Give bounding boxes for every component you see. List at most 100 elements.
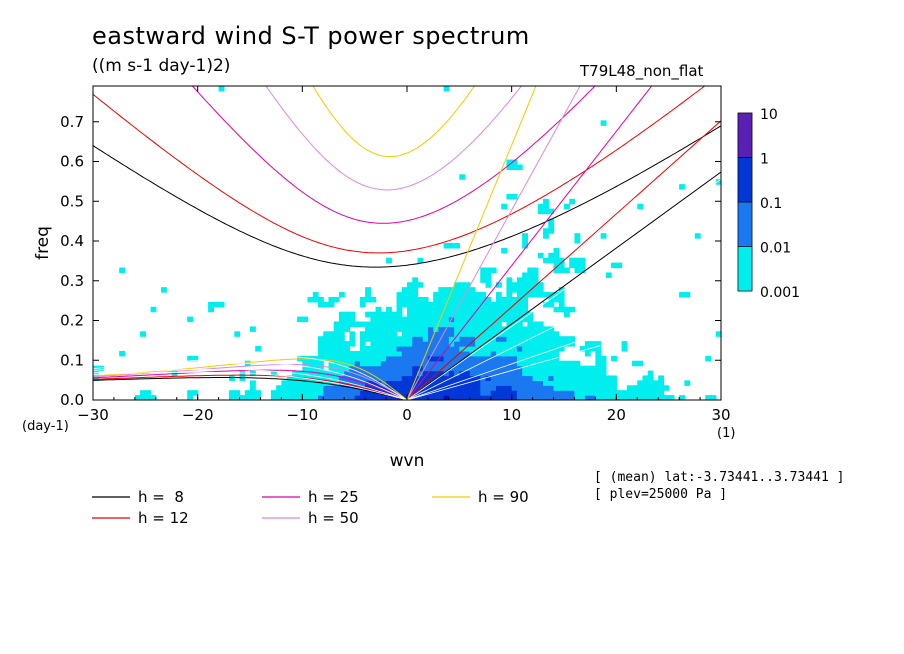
spectrum-cell xyxy=(370,311,377,318)
spectrum-cell xyxy=(522,341,528,347)
spectrum-cell xyxy=(469,296,476,303)
y-unit-label: (day-1) xyxy=(22,419,69,434)
spectrum-cell xyxy=(119,350,125,357)
spectrum-cell xyxy=(480,272,487,278)
spectrum-cell xyxy=(370,316,377,323)
spectrum-cell xyxy=(354,365,361,372)
spectrum-cell xyxy=(422,375,429,381)
spectrum-cell xyxy=(558,257,565,264)
spectrum-cell xyxy=(516,282,523,288)
spectrum-cell xyxy=(553,257,560,264)
kelvin-line-h50 xyxy=(406,86,581,400)
spectrum-cell xyxy=(438,301,445,308)
spectrum-cell xyxy=(391,316,398,323)
spectrum-cell xyxy=(454,311,460,318)
y-tick-label: 0.6 xyxy=(60,153,84,171)
kelvin-white-line-h50 xyxy=(406,178,721,400)
spectrum-cell xyxy=(438,321,445,328)
spectrum-cell xyxy=(333,390,340,396)
spectrum-cell xyxy=(370,360,377,367)
spectrum-cell xyxy=(412,331,419,337)
spectrum-cell xyxy=(569,375,576,381)
spectrum-cell xyxy=(407,301,413,308)
spectrum-cell xyxy=(323,370,330,377)
spectrum-cell xyxy=(595,380,602,386)
spectrum-cell xyxy=(705,395,712,400)
spectrum-cell xyxy=(543,301,549,308)
spectrum-cell xyxy=(532,277,539,283)
spectrum-cell xyxy=(213,301,220,308)
spectrum-cell xyxy=(417,282,424,288)
spectrum-cell xyxy=(537,370,544,377)
spectrum-cell xyxy=(611,385,617,391)
spectrum-cell xyxy=(433,341,439,347)
spectrum-cell xyxy=(422,360,429,367)
spectrum-cell xyxy=(475,370,481,377)
spectrum-cell xyxy=(595,375,602,381)
spectrum-cell xyxy=(537,395,544,400)
spectrum-cell xyxy=(255,390,262,396)
spectrum-cell xyxy=(427,306,434,313)
spectrum-cell xyxy=(553,331,560,337)
spectrum-cell xyxy=(485,267,492,274)
spectrum-cell xyxy=(543,203,549,210)
spectrum-cell xyxy=(574,267,581,274)
spectrum-cell xyxy=(516,336,523,342)
spectrum-cell xyxy=(365,331,371,337)
spectrum-cell xyxy=(407,370,413,377)
spectrum-cell xyxy=(564,380,570,386)
spectrum-cell xyxy=(558,287,565,293)
spectrum-cell xyxy=(522,395,528,400)
spectrum-cell xyxy=(527,267,534,274)
spectrum-cell xyxy=(407,355,413,362)
legend-label-h12: h = 12 xyxy=(138,509,189,527)
spectrum-cell xyxy=(359,390,366,396)
spectrum-cell xyxy=(407,331,413,337)
spectrum-cell xyxy=(380,370,387,377)
spectrum-cell xyxy=(318,341,324,347)
spectrum-cell xyxy=(407,316,413,323)
spectrum-cell xyxy=(532,380,539,386)
spectrum-cell xyxy=(469,360,476,367)
spectrum-cell xyxy=(558,380,565,386)
spectrum-cell xyxy=(417,370,424,377)
spectrum-cell xyxy=(459,365,466,372)
spectrum-cell xyxy=(590,341,596,347)
spectrum-cell xyxy=(333,350,340,357)
spectrum-cell xyxy=(553,365,560,372)
spectrum-cell xyxy=(380,341,387,347)
spectrum-cell xyxy=(495,350,502,357)
spectrum-cell xyxy=(401,287,408,293)
spectrum-cell xyxy=(448,292,455,298)
spectrum-cell xyxy=(506,301,513,308)
spectrum-cell xyxy=(448,390,455,396)
spectrum-cell xyxy=(433,355,439,362)
spectrum-cell xyxy=(459,316,466,323)
spectrum-cell xyxy=(443,306,450,313)
spectrum-cell xyxy=(537,331,544,337)
spectrum-cell xyxy=(417,301,424,308)
spectrum-cell xyxy=(495,360,502,367)
spectrum-cell xyxy=(391,355,398,362)
spectrum-cell xyxy=(532,267,539,274)
spectrum-cell xyxy=(412,360,419,367)
spectrum-cell xyxy=(297,395,303,400)
spectrum-cell xyxy=(537,282,544,288)
spectrum-cell xyxy=(522,385,528,391)
spectrum-cell xyxy=(590,390,596,396)
spectrum-cell xyxy=(422,390,429,396)
spectrum-cell xyxy=(359,336,366,342)
spectrum-cell xyxy=(433,360,439,367)
spectrum-cell xyxy=(433,306,439,313)
spectrum-cell xyxy=(569,385,576,391)
colorbar-label: 10 xyxy=(760,107,778,123)
spectrum-cell xyxy=(495,346,502,352)
spectrum-cell xyxy=(349,311,356,318)
spectrum-cell xyxy=(511,159,518,166)
spectrum-cell xyxy=(391,360,398,367)
spectrum-cell xyxy=(485,360,492,367)
spectrum-cell xyxy=(495,380,502,386)
spectrum-cell xyxy=(464,292,471,298)
spectrum-cell xyxy=(490,355,497,362)
rossby-curve-h90 xyxy=(93,358,408,400)
